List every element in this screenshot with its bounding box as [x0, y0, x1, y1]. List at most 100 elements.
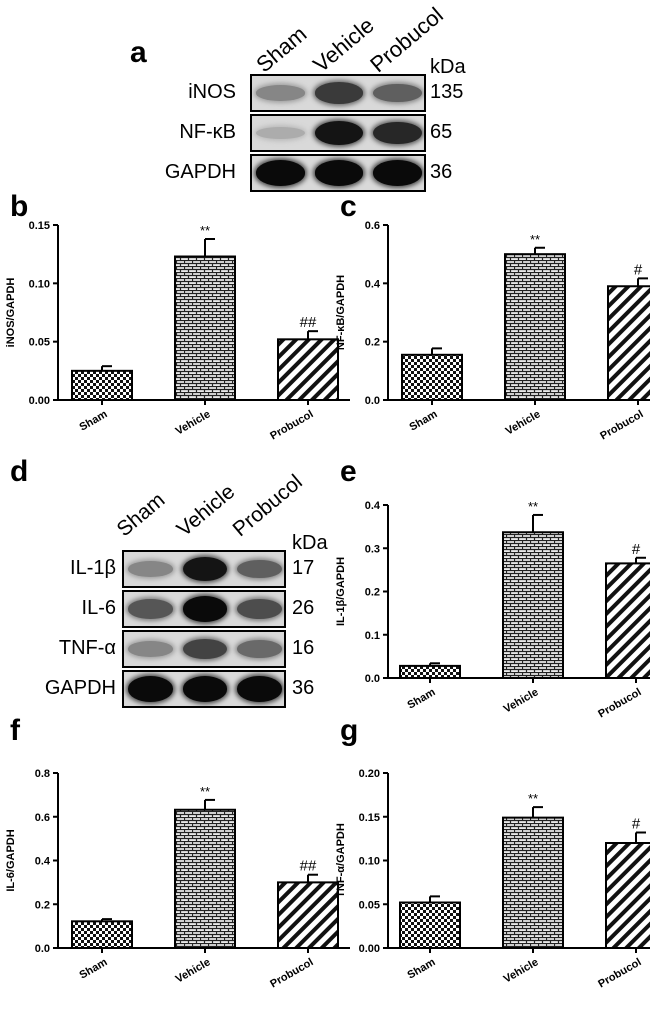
panel-letter-g: g [340, 714, 359, 747]
significance-label: # [632, 541, 641, 558]
blot-lane-label: Vehicle [308, 12, 379, 78]
significance-label: ## [300, 858, 317, 875]
panel-letter-b: b [10, 190, 29, 223]
y-axis-label: iNOS/GAPDH [5, 278, 17, 348]
y-tick-label: 0.10 [29, 278, 50, 290]
blot-band [237, 599, 282, 619]
bar-probucol [277, 881, 339, 949]
y-tick-label: 0.2 [365, 587, 380, 599]
bar-probucol [605, 842, 650, 949]
x-category-label: Sham [406, 956, 438, 981]
blot-protein-label: TNF-α [58, 637, 116, 659]
bar-chart-il6: 0.0 0.2 0.4 0.6 0.8 IL-6/GAPDH Sham ** Vehicle ##… [5, 768, 350, 990]
blot-lane-label: Sham [112, 488, 170, 542]
blot-band [128, 599, 173, 619]
bar-vehicle [174, 255, 236, 401]
blot-strip [122, 630, 286, 668]
blot-band [256, 126, 305, 140]
blot-band [128, 641, 173, 657]
x-category-label: Probucol [268, 408, 315, 442]
bar-probucol [607, 285, 650, 401]
significance-label: # [634, 261, 643, 278]
x-category-label: Probucol [598, 408, 645, 442]
panel-letter-d: d [10, 455, 29, 488]
blot-band [256, 160, 305, 186]
y-tick-label: 0.6 [365, 220, 380, 232]
bar-vehicle [502, 531, 564, 680]
blot-kda-header: kDa [430, 56, 466, 78]
y-tick-label: 0.05 [29, 337, 50, 349]
blot-band [182, 676, 228, 702]
panel-letter-a: a [130, 36, 147, 69]
x-category-label: Vehicle [502, 956, 541, 985]
blot-strip [122, 670, 286, 708]
blot-protein-label: iNOS [188, 81, 236, 103]
y-axis-label: TNF-α/GAPDH [335, 823, 347, 898]
blot-strip [250, 154, 426, 192]
y-tick-label: 0.0 [365, 395, 380, 407]
y-tick-label: 0.05 [359, 899, 380, 911]
x-category-label: Sham [406, 686, 438, 711]
significance-label: ** [528, 791, 538, 806]
blot-band [237, 640, 282, 658]
bar-chart-inos: 0.00 0.05 0.10 0.15 iNOS/GAPDH Sham ** Vehicle #… [5, 220, 350, 442]
blot-band [128, 676, 173, 702]
y-tick-label: 0.00 [359, 943, 380, 955]
western-blot-d: Sham Vehicle Probucol kDa IL-1β 17 IL-6 26 TNF-α… [0, 470, 330, 720]
blot-band [182, 596, 228, 622]
blot-protein-label: IL-6 [81, 597, 116, 619]
blot-kda-value: 16 [292, 637, 315, 659]
y-tick-label: 0.4 [365, 278, 381, 290]
panel-letter-f: f [10, 714, 20, 747]
blot-band [237, 559, 282, 579]
bar-sham [71, 920, 133, 949]
bar-probucol [605, 562, 650, 679]
blot-kda-value: 17 [292, 557, 315, 579]
x-category-label: Vehicle [174, 956, 213, 985]
blot-band [373, 121, 422, 145]
blot-band [237, 676, 282, 702]
blot-band [128, 561, 173, 577]
y-tick-label: 0.15 [359, 812, 380, 824]
blot-band [314, 160, 364, 186]
blot-band [256, 85, 305, 101]
x-category-label: Sham [78, 956, 110, 981]
y-tick-label: 0.3 [365, 543, 380, 555]
blot-kda-value: 36 [292, 677, 315, 699]
significance-label: ** [528, 499, 538, 514]
bar-probucol [277, 338, 339, 401]
bar-chart-il1b: 0.0 0.1 0.2 0.3 0.4 IL-1β/GAPDH Sham ** Vehicle #… [335, 499, 650, 720]
y-tick-label: 0.4 [365, 500, 381, 512]
blot-strip [122, 550, 286, 588]
blot-lane-label: Sham [251, 21, 312, 78]
blot-band [182, 556, 228, 582]
blot-strip [122, 590, 286, 628]
blot-band [314, 120, 364, 146]
y-tick-label: 0.10 [359, 856, 380, 868]
bar-vehicle [174, 808, 236, 949]
y-tick-label: 0.15 [29, 220, 50, 232]
blot-protein-label: IL-1β [70, 557, 116, 579]
blot-band [182, 638, 228, 660]
y-axis-label: IL-6/GAPDH [5, 829, 17, 891]
x-category-label: Vehicle [502, 686, 541, 715]
blot-band [373, 160, 422, 186]
bar-vehicle [504, 253, 566, 401]
blot-kda-value: 65 [430, 121, 453, 143]
bar-sham [401, 353, 463, 402]
blot-kda-value: 36 [430, 161, 453, 183]
blot-lane-label: Vehicle [172, 480, 240, 542]
x-category-label: Vehicle [504, 408, 543, 437]
bar-sham [71, 369, 133, 401]
y-tick-label: 0.2 [365, 337, 380, 349]
blot-band [314, 82, 364, 104]
y-tick-label: 0.20 [359, 768, 380, 780]
panel-letter-e: e [340, 455, 357, 488]
bar-chart-tnfa: 0.00 0.05 0.10 0.15 0.20 TNF-α/GAPDH Sham ** Veh… [335, 768, 650, 990]
y-tick-label: 0.2 [35, 899, 50, 911]
y-tick-label: 0.6 [35, 812, 50, 824]
blot-kda-header: kDa [292, 532, 328, 554]
significance-label: ** [530, 232, 540, 247]
x-category-label: Sham [78, 408, 110, 433]
y-tick-label: 0.0 [35, 943, 50, 955]
